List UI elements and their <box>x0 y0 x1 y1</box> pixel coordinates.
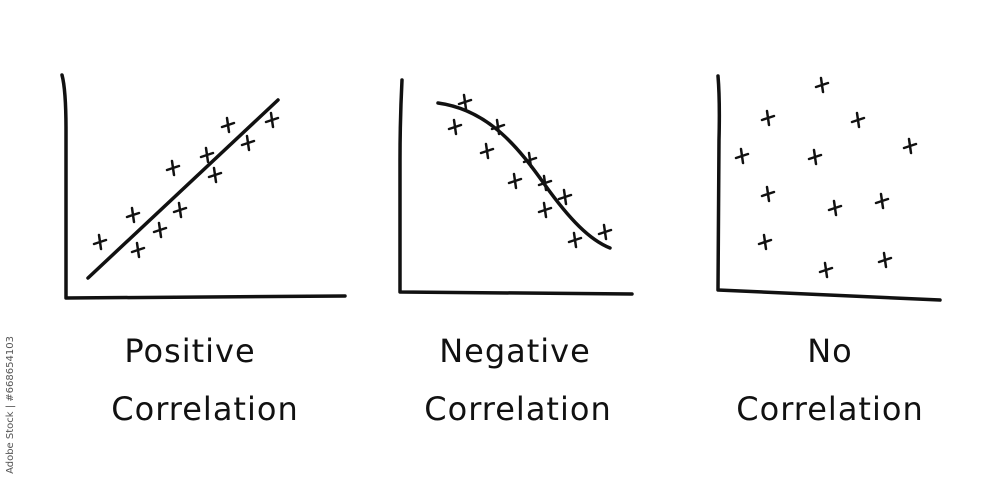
label-line: Negative <box>439 332 591 370</box>
label-line: Positive <box>124 332 255 370</box>
no-correlation-panel: No Correlation <box>716 74 942 428</box>
axes <box>716 74 942 302</box>
cross-marker <box>165 159 181 177</box>
cross-marker <box>818 261 834 279</box>
cross-marker <box>457 93 473 111</box>
label-line: Correlation <box>424 390 611 428</box>
cross-marker <box>537 201 553 219</box>
axes <box>398 78 634 296</box>
negative-panel: Negative Correlation <box>398 78 634 428</box>
cross-marker <box>760 185 776 203</box>
cross-marker <box>207 166 223 184</box>
cross-marker <box>125 206 141 224</box>
trend-line <box>86 98 280 280</box>
points <box>734 76 918 279</box>
cross-marker <box>850 111 866 129</box>
trend-line <box>436 101 612 250</box>
cross-marker <box>814 76 830 94</box>
cross-marker <box>760 109 776 127</box>
cross-marker <box>92 233 108 251</box>
cross-marker <box>240 134 256 152</box>
label-line: No <box>807 332 853 370</box>
cross-marker <box>507 172 523 190</box>
cross-marker <box>479 142 495 160</box>
cross-marker <box>172 201 188 219</box>
cross-marker <box>567 231 583 249</box>
cross-marker <box>807 148 823 166</box>
cross-marker <box>490 118 506 136</box>
positive-panel: Positive Correlation <box>60 73 347 428</box>
axes <box>60 73 347 300</box>
cross-marker <box>902 137 918 155</box>
points <box>447 93 613 249</box>
cross-marker <box>757 233 773 251</box>
cross-marker <box>874 192 890 210</box>
cross-marker <box>827 199 843 217</box>
label-line: Correlation <box>736 390 923 428</box>
cross-marker <box>199 146 215 164</box>
cross-marker <box>597 223 613 241</box>
cross-marker <box>537 174 553 192</box>
points <box>92 111 280 259</box>
label-line: Correlation <box>111 390 298 428</box>
cross-marker <box>557 188 573 206</box>
cross-marker <box>877 251 893 269</box>
cross-marker <box>734 147 750 165</box>
cross-marker <box>152 221 168 239</box>
cross-marker <box>130 241 146 259</box>
cross-marker <box>522 151 538 169</box>
watermark: Adobe Stock | #668654103 <box>5 336 16 474</box>
cross-marker <box>220 116 236 134</box>
cross-marker <box>264 111 280 129</box>
cross-marker <box>447 118 463 136</box>
